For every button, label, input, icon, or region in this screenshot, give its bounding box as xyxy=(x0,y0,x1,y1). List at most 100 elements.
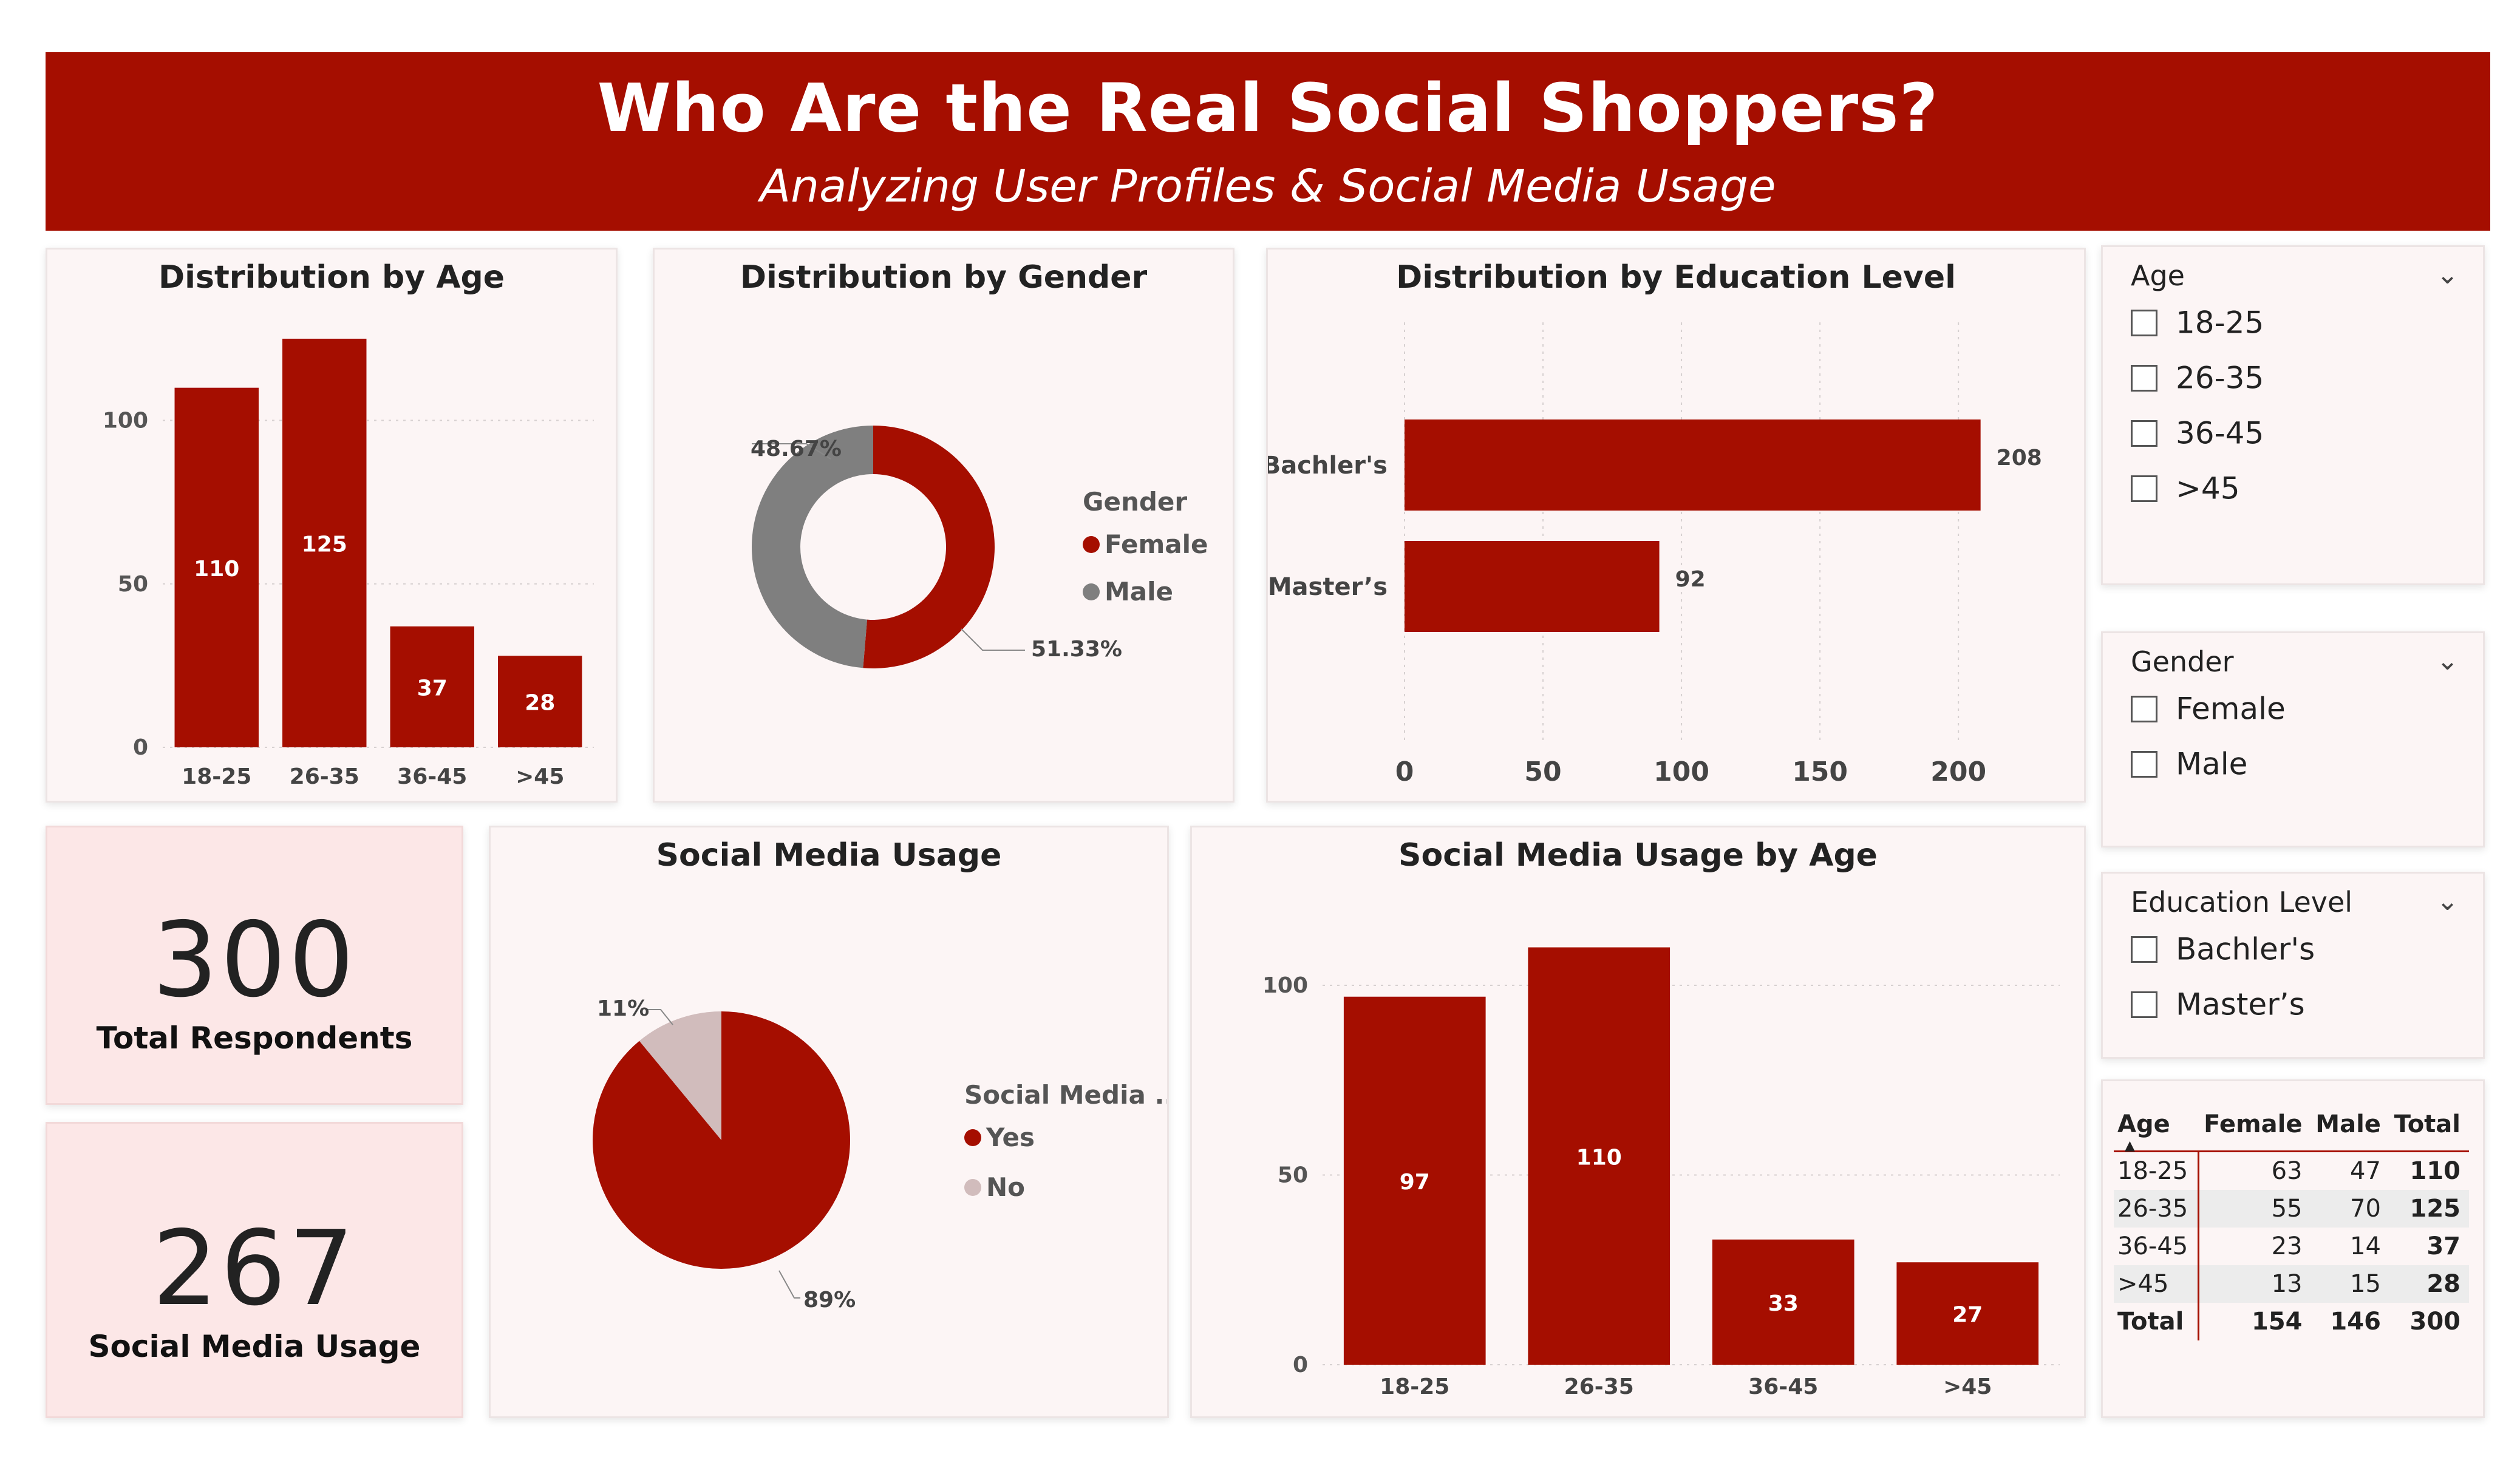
slice-label: 51.33% xyxy=(1031,637,1122,662)
age-slicer[interactable]: Age ⌄ 18-25 26-35 36-45 >45 xyxy=(2101,245,2485,585)
report-title: Who Are the Real Social Shoppers? xyxy=(597,69,1939,147)
data-label: 92 xyxy=(1675,567,1706,592)
gender-donut-chart[interactable]: 51.33% 48.67% Gender Female Male xyxy=(655,250,1233,801)
checkbox[interactable] xyxy=(2131,364,2157,392)
checkbox[interactable] xyxy=(2131,419,2157,447)
table-row: 26-35 55 70 125 xyxy=(2114,1190,2469,1228)
leader-line xyxy=(778,1270,800,1299)
checkbox[interactable] xyxy=(2131,750,2157,778)
data-label: 125 xyxy=(302,532,347,557)
data-label: 110 xyxy=(194,557,239,582)
bar xyxy=(1343,996,1486,1365)
legend-marker xyxy=(964,1179,981,1196)
education-slicer[interactable]: Education Level ⌄ Bachler's Master’s xyxy=(2101,872,2485,1059)
column-header-male[interactable]: Male xyxy=(2311,1105,2389,1152)
data-label: 208 xyxy=(1997,446,2042,470)
checkbox[interactable] xyxy=(2131,991,2157,1018)
bar xyxy=(498,656,582,747)
column-header-female[interactable]: Female xyxy=(2198,1105,2311,1152)
slice xyxy=(752,426,873,668)
x-tick-label: 0 xyxy=(1395,756,1414,787)
total-respondents-card: 300 Total Respondents xyxy=(46,826,463,1105)
slicer-option[interactable]: 36-45 xyxy=(2131,413,2264,451)
checkbox[interactable] xyxy=(2131,475,2157,502)
chevron-down-icon[interactable]: ⌄ xyxy=(2436,259,2459,290)
slice-label: 89% xyxy=(803,1288,856,1313)
x-tick-label: >45 xyxy=(516,764,564,789)
age-gender-matrix-card[interactable]: Age ▲ Female Male Total 18-25 63 47 110 2… xyxy=(2101,1079,2485,1418)
y-tick-label: 100 xyxy=(1262,973,1308,998)
y-tick-label: 50 xyxy=(118,572,148,597)
slicer-header[interactable]: Gender ⌄ xyxy=(2131,645,2459,682)
slicer-option[interactable]: >45 xyxy=(2131,469,2240,506)
usage-by-age-card[interactable]: Social Media Usage by Age 0 50 100 97 18-25 1… xyxy=(1190,826,2086,1418)
chart-title: Social Media Usage xyxy=(656,837,1002,874)
slicer-option[interactable]: 26-35 xyxy=(2131,358,2264,396)
chevron-down-icon[interactable]: ⌄ xyxy=(2436,645,2459,676)
x-tick-label: >45 xyxy=(1943,1374,1992,1399)
bar xyxy=(390,626,474,747)
usage-pie-chart[interactable]: 89% 11% Social Media ... Yes No xyxy=(491,827,1167,1416)
slicer-title: Gender xyxy=(2131,645,2234,678)
column-header-total[interactable]: Total xyxy=(2389,1105,2469,1152)
x-tick-label: 26-35 xyxy=(290,764,359,789)
bar xyxy=(1405,419,1981,511)
legend-item: Yes xyxy=(986,1122,1035,1152)
slice-label: 48.67% xyxy=(751,436,842,461)
y-tick-label: 0 xyxy=(133,735,148,760)
data-label: 27 xyxy=(1952,1303,1983,1328)
age-bar-chart[interactable]: 0 50 100 110 18-25 125 26-35 37 36-45 28 >45 xyxy=(47,250,616,801)
age-gender-matrix: Age ▲ Female Male Total 18-25 63 47 110 2… xyxy=(2114,1105,2469,1340)
report-subtitle: Analyzing User Profiles & Social Media U… xyxy=(760,160,1776,212)
legend-title: Gender xyxy=(1083,487,1187,517)
age-distribution-card[interactable]: Distribution by Age 0 50 100 110 18-25 125 26-… xyxy=(46,248,618,803)
legend-item: No xyxy=(986,1172,1025,1202)
social-media-usage-pie-card[interactable]: Social Media Usage 89% 11% Social Media ..… xyxy=(489,826,1169,1418)
data-label: 110 xyxy=(1576,1145,1622,1170)
report-header: Who Are the Real Social Shoppers? Analyz… xyxy=(46,52,2490,231)
x-tick-label: 150 xyxy=(1792,756,1848,787)
slicer-option[interactable]: Female xyxy=(2131,689,2286,727)
x-tick-label: 26-35 xyxy=(1564,1374,1634,1399)
data-label: 37 xyxy=(417,676,448,701)
slicer-header[interactable]: Education Level ⌄ xyxy=(2131,886,2459,922)
checkbox[interactable] xyxy=(2131,936,2157,963)
slicer-option[interactable]: Master’s xyxy=(2131,985,2305,1022)
kpi-label: Social Media Usage xyxy=(88,1329,421,1364)
bar xyxy=(174,387,259,747)
slicer-option[interactable]: 18-25 xyxy=(2131,303,2264,341)
slice xyxy=(863,426,995,668)
leader-line xyxy=(961,628,1025,651)
x-tick-label: 200 xyxy=(1930,756,1986,787)
table-row: 18-25 63 47 110 xyxy=(2114,1151,2469,1190)
usage-by-age-bar-chart[interactable]: 0 50 100 97 18-25 110 26-35 33 36-45 27 >45 xyxy=(1192,827,2084,1416)
kpi-label: Total Respondents xyxy=(96,1021,413,1056)
slicer-header[interactable]: Age ⌄ xyxy=(2131,259,2459,296)
chart-title: Social Media Usage by Age xyxy=(1398,837,1878,874)
x-tick-label: 50 xyxy=(1524,756,1561,787)
chevron-down-icon[interactable]: ⌄ xyxy=(2436,886,2459,917)
slice-label: 11% xyxy=(597,996,649,1021)
x-tick-label: 18-25 xyxy=(182,764,251,789)
slicer-option[interactable]: Bachler's xyxy=(2131,929,2315,967)
legend-marker xyxy=(964,1129,981,1146)
bar xyxy=(1528,947,1670,1365)
gender-slicer[interactable]: Gender ⌄ Female Male xyxy=(2101,631,2485,847)
bar xyxy=(1712,1239,1854,1365)
bar xyxy=(1896,1262,2039,1365)
y-tick-label: 50 xyxy=(1278,1163,1308,1188)
table-row: >45 13 15 28 xyxy=(2114,1265,2469,1303)
y-tick-label: 100 xyxy=(103,409,148,433)
data-label: 97 xyxy=(1400,1170,1430,1195)
education-bar-chart[interactable]: 0 50 100 150 200 208 Bachler's 92 Master’s xyxy=(1268,250,2084,801)
column-header-age[interactable]: Age ▲ xyxy=(2114,1105,2199,1153)
x-tick-label: 36-45 xyxy=(1748,1374,1818,1399)
education-distribution-card[interactable]: Distribution by Education Level 0 50 100 15… xyxy=(1266,248,2086,803)
slicer-title: Age xyxy=(2131,259,2185,292)
table-total-row: Total 154 146 300 xyxy=(2114,1303,2469,1340)
slicer-option[interactable]: Male xyxy=(2131,744,2247,782)
checkbox[interactable] xyxy=(2131,695,2157,722)
gender-distribution-card[interactable]: Distribution by Gender 51.33% 48.67% Gende… xyxy=(653,248,1234,803)
checkbox[interactable] xyxy=(2131,309,2157,336)
legend-title: Social Media ... xyxy=(964,1080,1167,1110)
